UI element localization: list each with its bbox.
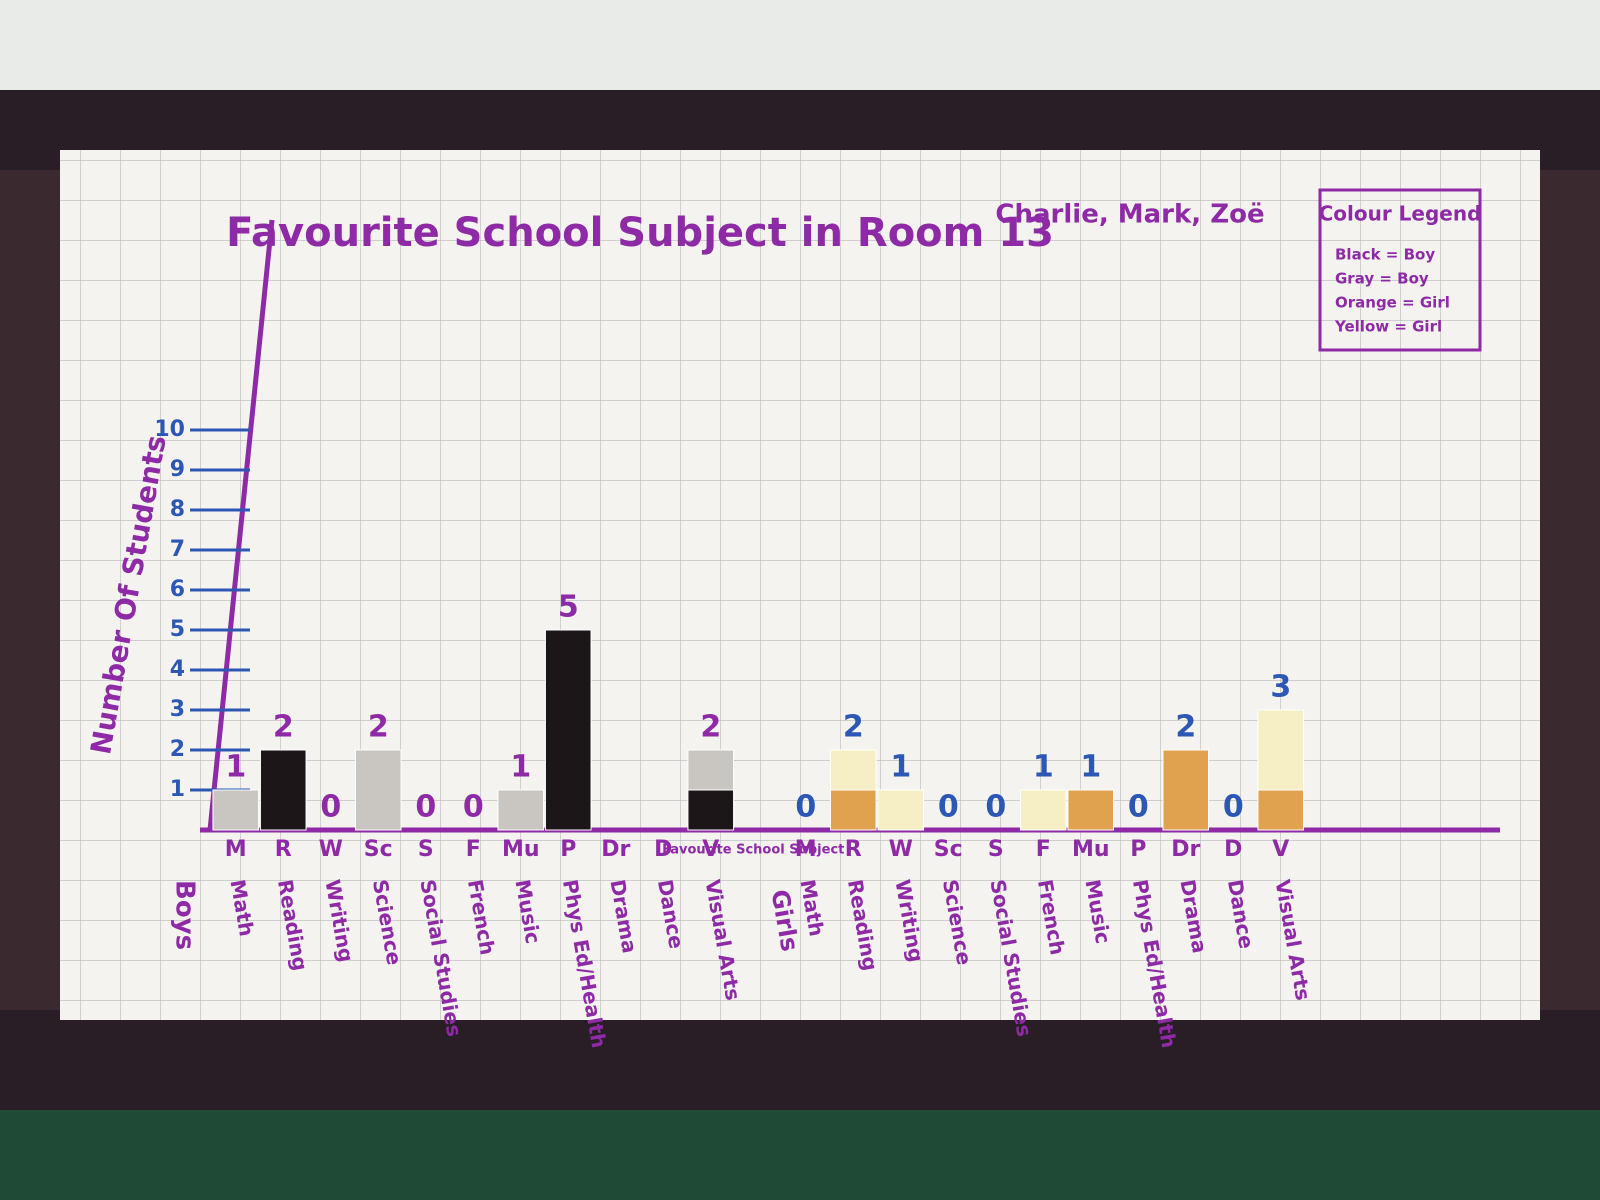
x-tick-label: D <box>1224 837 1242 862</box>
x-tick-label: W <box>319 837 343 862</box>
x-tick-label: F <box>466 837 481 862</box>
total-label: 2 <box>368 710 389 745</box>
x-tick-label: Sc <box>934 837 963 862</box>
legend-entry: Orange = Girl <box>1335 294 1450 312</box>
total-label: 0 <box>1223 790 1244 825</box>
y-axis <box>207 219 275 831</box>
bar-segment <box>1257 789 1305 831</box>
x-tick-label: P <box>1130 837 1146 862</box>
chart-title: Favourite School Subject in Room 13 <box>226 210 1054 256</box>
total-label: 0 <box>415 790 436 825</box>
total-label: 0 <box>1128 790 1149 825</box>
total-label: 0 <box>795 790 816 825</box>
total-label: 5 <box>558 590 579 625</box>
total-label: 3 <box>1270 670 1291 705</box>
x-tick-label: R <box>845 837 862 862</box>
bar-segment <box>259 749 307 831</box>
total-label: 2 <box>1175 710 1196 745</box>
x-tick-label: R <box>275 837 292 862</box>
x-tick-label: P <box>560 837 576 862</box>
total-label: 2 <box>700 710 721 745</box>
total-label: 2 <box>273 710 294 745</box>
total-label: 0 <box>985 790 1006 825</box>
border-bottom <box>0 1010 1600 1110</box>
legend-entry: Yellow = Girl <box>1334 318 1442 336</box>
x-tick-label: Dr <box>1171 837 1200 862</box>
x-tick-label: V <box>702 837 719 862</box>
x-tick-label: Mu <box>502 837 540 862</box>
legend-entry: Black = Boy <box>1335 246 1435 264</box>
x-tick-label: D <box>654 837 672 862</box>
x-axis-label: Favourite School Subject <box>662 843 844 858</box>
bar-segment <box>212 789 260 831</box>
x-tick-label: Mu <box>1072 837 1110 862</box>
total-label: 0 <box>320 790 341 825</box>
bar-segment <box>544 629 592 831</box>
bar-segment <box>687 749 735 791</box>
x-tick-label: M <box>795 837 817 862</box>
bar-segment <box>354 749 402 831</box>
y-tick-label: 7 <box>170 537 185 562</box>
x-tick-label: S <box>988 837 1004 862</box>
y-tick-label: 1 <box>170 777 185 802</box>
legend-entry: Gray = Boy <box>1335 270 1429 288</box>
board <box>0 1110 1600 1200</box>
y-tick-label: 2 <box>170 737 185 762</box>
group-label: Boys <box>170 880 200 950</box>
legend-title: Colour Legend <box>1319 202 1482 226</box>
bar-segment <box>1019 789 1067 831</box>
bar-segment <box>1162 749 1210 831</box>
x-tick-label: Dr <box>601 837 630 862</box>
y-tick-label: 9 <box>170 457 185 482</box>
authors: Charlie, Mark, Zoë <box>995 200 1264 230</box>
total-label: 2 <box>843 710 864 745</box>
bar-segment <box>497 789 545 831</box>
wall <box>0 0 1600 90</box>
x-tick-label: F <box>1036 837 1051 862</box>
total-label: 1 <box>890 750 911 785</box>
x-tick-label: Sc <box>364 837 393 862</box>
total-label: 1 <box>1033 750 1054 785</box>
bar-segment <box>1257 709 1305 791</box>
x-tick-label: M <box>225 837 247 862</box>
x-tick-label: V <box>1272 837 1289 862</box>
y-tick-label: 10 <box>154 417 185 442</box>
paper-grid <box>60 150 1540 1020</box>
total-label: 1 <box>1080 750 1101 785</box>
legend-box <box>1318 188 1482 352</box>
bar-segment <box>1067 789 1115 831</box>
bar-segment <box>687 789 735 831</box>
total-label: 1 <box>510 750 531 785</box>
x-tick-label: S <box>418 837 434 862</box>
total-label: 0 <box>938 790 959 825</box>
bar-segment <box>829 789 877 831</box>
y-tick-label: 5 <box>170 617 185 642</box>
bar-segment <box>829 749 877 791</box>
y-tick-label: 4 <box>170 657 185 682</box>
y-tick-label: 6 <box>170 577 185 602</box>
total-label: 0 <box>463 790 484 825</box>
bar-segment <box>877 789 925 831</box>
x-tick-label: W <box>889 837 913 862</box>
y-tick-label: 3 <box>170 697 185 722</box>
total-label: 1 <box>225 750 246 785</box>
y-tick-label: 8 <box>170 497 185 522</box>
